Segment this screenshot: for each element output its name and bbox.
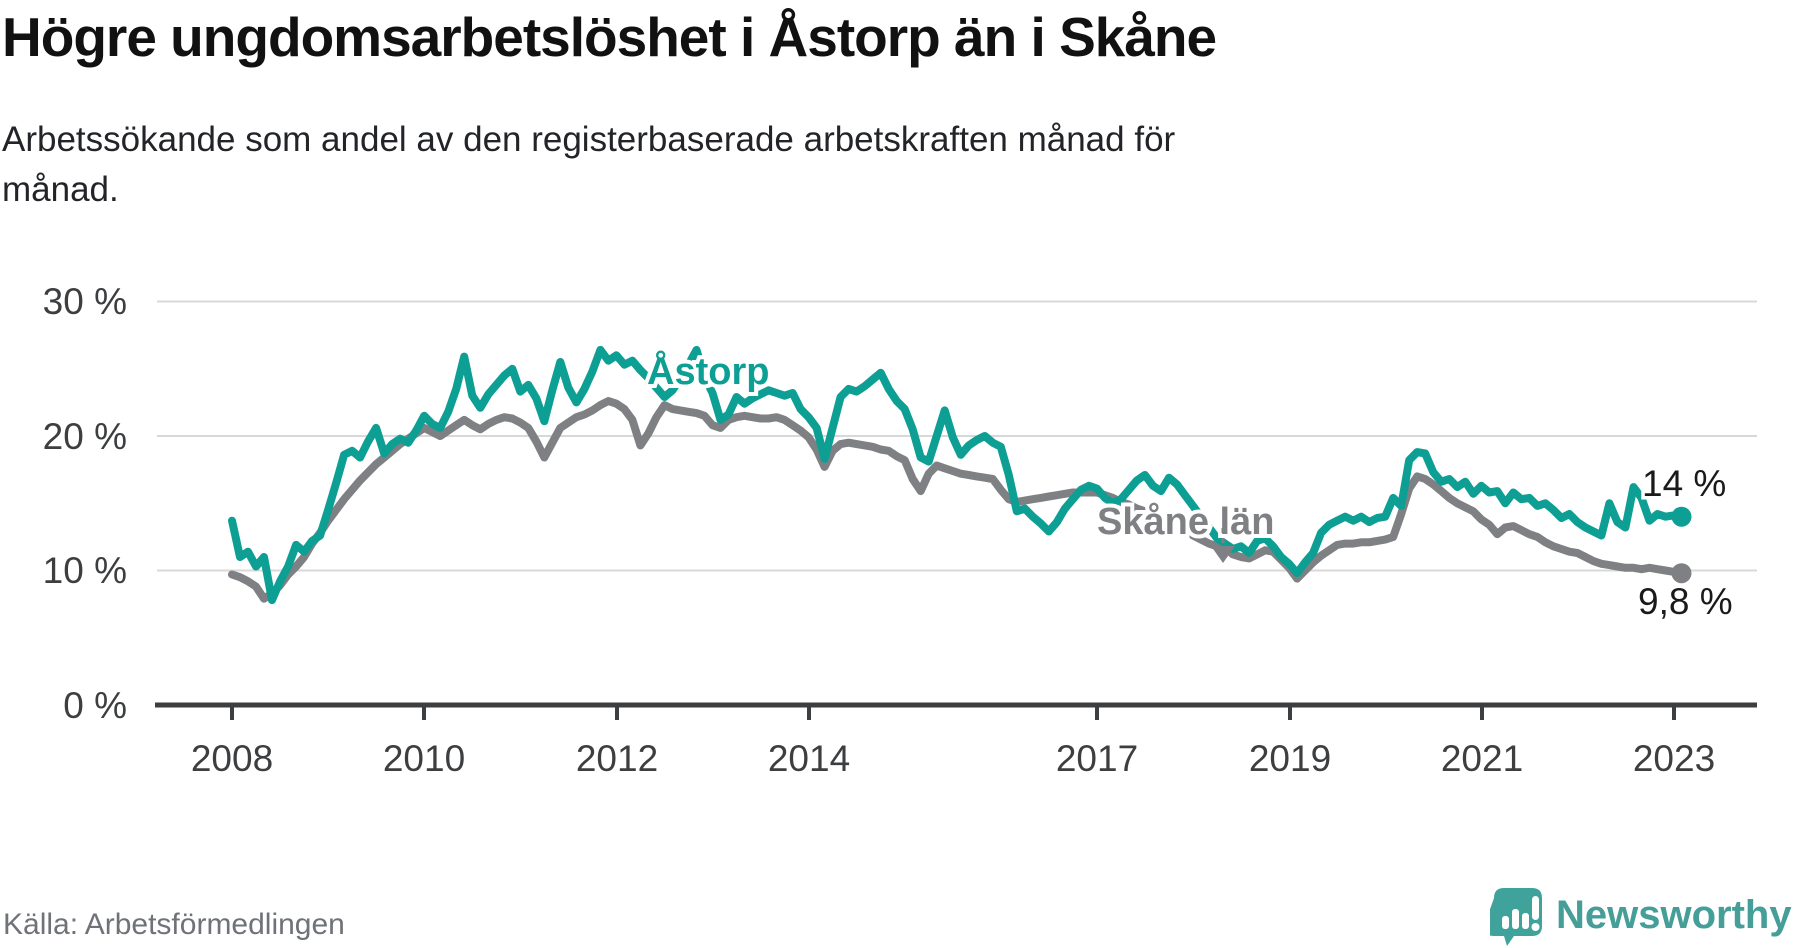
x-label-2023: 2023 (1633, 738, 1715, 779)
chart-subtitle-line2: månad. (2, 170, 119, 209)
x-label-2014: 2014 (768, 738, 850, 779)
skane-end-dot (1671, 563, 1692, 584)
newsworthy-logo-text: Newsworthy (1556, 893, 1792, 937)
y-label-10: 10 % (43, 550, 127, 591)
skane-label-arrow-icon (1211, 528, 1235, 563)
skane-value-label: 9,8 % (1638, 581, 1733, 622)
y-label-20: 20 % (43, 416, 127, 457)
x-label-2019: 2019 (1249, 738, 1331, 779)
x-label-2010: 2010 (383, 738, 465, 779)
x-label-2021: 2021 (1441, 738, 1523, 779)
x-label-2017: 2017 (1056, 738, 1138, 779)
y-label-0: 0 % (63, 685, 127, 726)
source-note: Källa: Arbetsförmedlingen (3, 908, 345, 941)
astorp-series-label: Åstorp (647, 349, 769, 393)
skane-line (228, 397, 1686, 603)
astorp-line (228, 345, 1686, 605)
chart-subtitle: Arbetssökande som andel av den registerb… (2, 115, 1522, 215)
skane-series-label: Skåne län (1097, 501, 1274, 543)
x-label-2008: 2008 (191, 738, 273, 779)
y-label-30: 30 % (43, 281, 127, 322)
astorp-value-label: 14 % (1642, 463, 1726, 504)
chart-title: Högre ungdomsarbetslöshet i Åstorp än i … (2, 6, 1217, 68)
astorp-end-dot (1671, 506, 1692, 527)
chart-subtitle-line1: Arbetssökande som andel av den registerb… (2, 120, 1176, 159)
newsworthy-logo-icon (1490, 888, 1542, 946)
x-label-2012: 2012 (576, 738, 658, 779)
